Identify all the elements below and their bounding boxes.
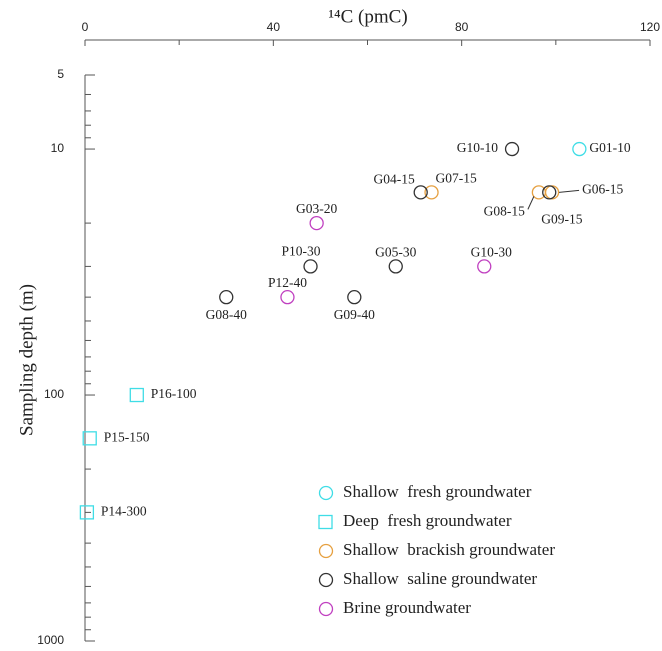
point xyxy=(544,185,560,200)
y-axis-title: Sampling depth (m) xyxy=(16,284,37,436)
leader-line xyxy=(527,196,535,210)
x-tick-label: 0 xyxy=(82,20,89,34)
point-label: G05-30 xyxy=(375,245,416,260)
point-label: G08-40 xyxy=(206,307,247,322)
legend-marker xyxy=(318,514,333,530)
point-label: G06-15 xyxy=(582,181,623,196)
legend-label: Brine groundwater xyxy=(343,598,471,617)
point-label: P10-30 xyxy=(282,244,321,259)
y-tick-label: 1000 xyxy=(37,633,64,647)
point xyxy=(424,185,439,200)
point-label: G03-20 xyxy=(296,201,337,216)
legend-label: Shallow saline groundwater xyxy=(343,569,537,588)
y-tick-label: 10 xyxy=(51,141,65,155)
leader-line xyxy=(559,189,580,193)
point xyxy=(531,185,547,200)
point xyxy=(129,387,144,403)
point xyxy=(219,289,234,305)
point-label: G09-40 xyxy=(334,307,375,322)
point xyxy=(303,259,318,274)
x-tick-label: 80 xyxy=(455,20,469,34)
legend-label: Shallow fresh groundwater xyxy=(343,482,532,501)
point-label: G07-15 xyxy=(436,170,477,185)
point-label: P12-40 xyxy=(268,275,307,290)
legend-marker xyxy=(318,601,334,617)
point-label: G04-15 xyxy=(373,171,414,186)
point xyxy=(572,141,587,157)
point xyxy=(477,259,492,274)
point-label: P16-100 xyxy=(151,386,197,401)
point xyxy=(309,215,324,231)
y-tick-label: 5 xyxy=(57,67,64,81)
legend-label: Shallow brackish groundwater xyxy=(343,540,555,559)
point xyxy=(82,431,97,446)
point xyxy=(542,185,557,200)
legend-marker xyxy=(318,543,334,559)
point-label: G10-30 xyxy=(471,245,512,260)
point xyxy=(280,289,295,305)
point-label: G09-15 xyxy=(541,211,582,226)
point xyxy=(504,141,520,157)
point xyxy=(79,505,95,520)
point xyxy=(347,289,362,305)
point xyxy=(388,259,403,274)
point-label: G08-15 xyxy=(484,203,525,218)
point-label: G10-10 xyxy=(457,140,498,155)
legend-marker xyxy=(318,572,334,588)
point xyxy=(413,185,428,200)
x-axis-title: ¹⁴C (pmC) xyxy=(328,6,407,27)
y-tick-label: 100 xyxy=(44,387,64,401)
point-label: P14-300 xyxy=(101,503,147,518)
legend-marker xyxy=(318,485,334,501)
point-label: P15-150 xyxy=(104,429,150,444)
legend-label: Deep fresh groundwater xyxy=(343,511,512,530)
point-label: G01-10 xyxy=(589,140,630,155)
x-tick-label: 40 xyxy=(267,20,281,34)
x-tick-label: 120 xyxy=(640,20,660,34)
